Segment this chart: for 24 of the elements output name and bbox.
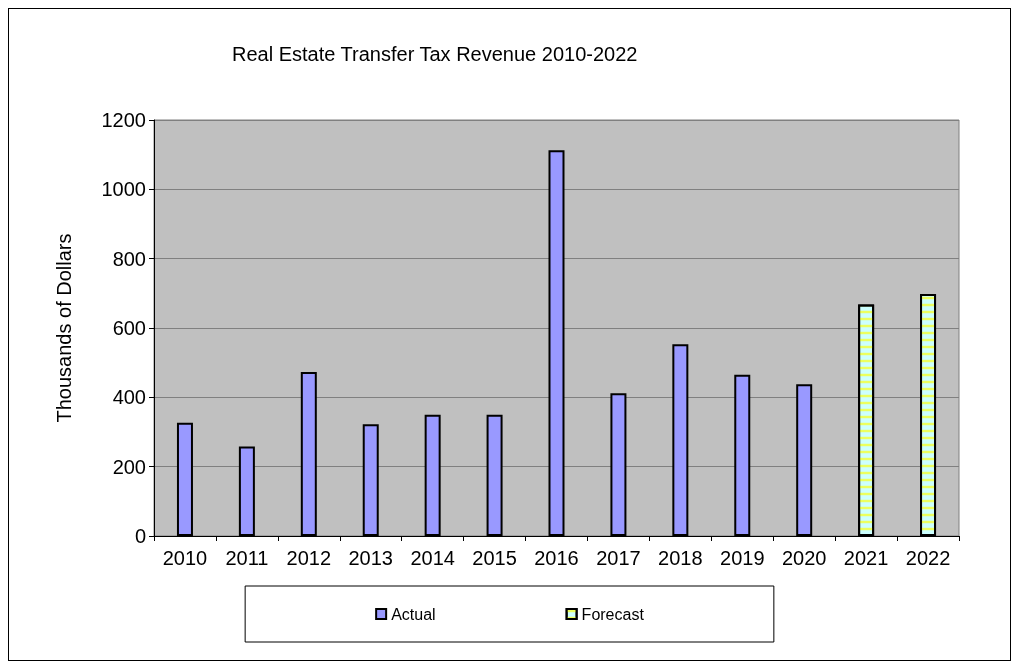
x-tick-label: 2017	[596, 547, 641, 569]
x-tick-label: 2014	[410, 547, 455, 569]
y-tick-label: 600	[112, 317, 146, 339]
y-axis-title: Thousands of Dollars	[53, 233, 75, 423]
legend-label: Actual	[391, 605, 436, 623]
x-tick-label: 2012	[286, 547, 332, 569]
y-tick-label: 800	[112, 247, 146, 270]
x-tick-label: 2021	[843, 547, 889, 569]
y-tick-label: 1000	[101, 178, 146, 201]
x-tick-label: 2022	[905, 547, 951, 569]
x-tick-label: 2018	[658, 547, 703, 569]
x-tick-label: 2016	[534, 547, 579, 569]
x-tick-label: 2011	[225, 547, 269, 569]
x-tick-label: 2010	[162, 547, 208, 569]
y-tick-label: 200	[112, 455, 146, 478]
x-tick-label: 2019	[720, 547, 765, 569]
x-tick-label: 2020	[781, 547, 827, 569]
x-tick-label: 2015	[472, 547, 517, 569]
chart-title: Real Estate Transfer Tax Revenue 2010-2022	[232, 43, 638, 65]
y-tick-label: 0	[134, 525, 146, 547]
legend-label: Forecast	[581, 605, 645, 623]
y-tick-label: 400	[112, 386, 146, 409]
x-tick-label: 2013	[348, 547, 393, 569]
y-tick-label: 1200	[101, 109, 146, 131]
